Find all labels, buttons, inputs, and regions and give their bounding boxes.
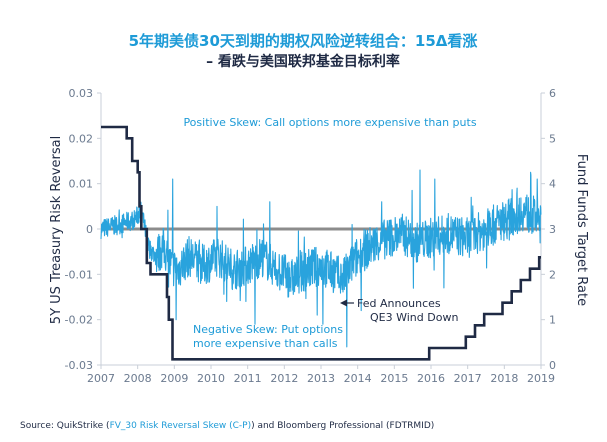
series-fed-funds-rate [101, 125, 541, 361]
y-left-tick-label: 0 [86, 223, 93, 236]
y-right-tick-label: 6 [549, 87, 556, 100]
y-left-tick-label: -0.01 [65, 268, 93, 281]
annotation-negative-skew-1: Negative Skew: Put options [193, 323, 343, 336]
y-right-tick-label: 0 [549, 359, 556, 372]
y-left-tick-label: 0.01 [69, 178, 94, 191]
source-note: Source: QuikStrike (FV_30 Risk Reversal … [20, 421, 434, 431]
x-tick-label: 2016 [417, 372, 445, 385]
annotation-fed-2: QE3 Wind Down [370, 311, 458, 324]
x-tick-label: 2013 [307, 372, 335, 385]
y-left-tick-label: 0.03 [69, 87, 94, 100]
x-tick-label: 2007 [87, 372, 115, 385]
x-tick-label: 2018 [490, 372, 518, 385]
y-left-tick-label: -0.03 [65, 359, 93, 372]
annotation-fed-1: Fed Announces [357, 297, 441, 310]
y-right-tick-label: 3 [549, 223, 556, 236]
fed-arrow [340, 299, 354, 307]
y-right-tick-label: 5 [549, 132, 556, 145]
x-tick-label: 2009 [160, 372, 188, 385]
y-right-tick-label: 2 [549, 268, 556, 281]
annotation-negative-skew-2: more expensive than calls [193, 337, 338, 350]
y-left-tick-label: 0.02 [69, 132, 94, 145]
x-tick-label: 2015 [380, 372, 408, 385]
x-tick-label: 2017 [454, 372, 482, 385]
y-left-tick-label: -0.02 [65, 314, 93, 327]
x-tick-label: 2010 [197, 372, 225, 385]
x-tick-label: 2008 [124, 372, 152, 385]
x-tick-label: 2012 [270, 372, 298, 385]
x-tick-label: 2014 [344, 372, 372, 385]
annotation-positive-skew: Positive Skew: Call options more expensi… [183, 116, 476, 129]
chart-subtitle: – 看跌与美国联邦基金目标利率 [206, 53, 400, 70]
x-tick-label: 2019 [527, 372, 555, 385]
chart-title: 5年期美债30天到期的期权风险逆转组合：15Δ看涨 [129, 32, 478, 50]
y-right-tick-label: 1 [549, 314, 556, 327]
series-risk-reversal [100, 169, 542, 348]
y-right-tick-label: 4 [549, 178, 556, 191]
x-tick-label: 2011 [234, 372, 262, 385]
y-axis-right-title: Fund Funds Target Rate [574, 154, 589, 306]
y-axis-left-title: 5Y US Treasury Risk Reversal [49, 136, 64, 324]
plot-area: 0.03 0.02 0.01 0 -0.01 -0.02 -0.03 6 5 4 3 2 1 0 2007 2… [65, 87, 556, 385]
